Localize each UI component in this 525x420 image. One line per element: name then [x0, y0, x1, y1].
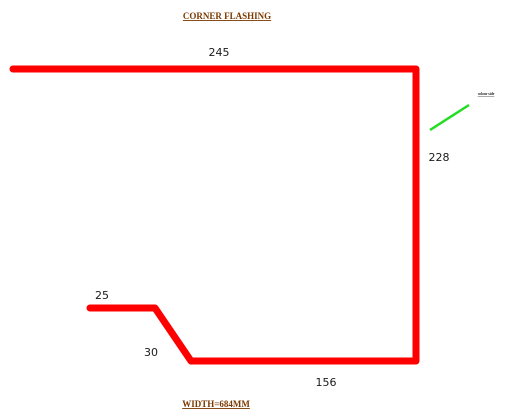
flashing-profile: [9, 65, 420, 365]
dimension-right: 228: [429, 151, 450, 164]
colour-side-leader: [429, 103, 470, 132]
dimension-slope: 30: [144, 346, 158, 359]
colour-side-label: colour side: [478, 92, 495, 96]
dimension-bottom: 156: [316, 376, 337, 389]
drawing-title: CORNER FLASHING: [183, 11, 271, 21]
dimension-lip: 25: [95, 289, 109, 302]
dimension-top: 245: [209, 46, 230, 59]
width-note: WIDTH=684MM: [182, 399, 250, 409]
